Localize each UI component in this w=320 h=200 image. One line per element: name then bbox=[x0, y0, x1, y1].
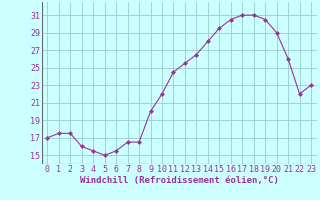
X-axis label: Windchill (Refroidissement éolien,°C): Windchill (Refroidissement éolien,°C) bbox=[80, 176, 279, 185]
